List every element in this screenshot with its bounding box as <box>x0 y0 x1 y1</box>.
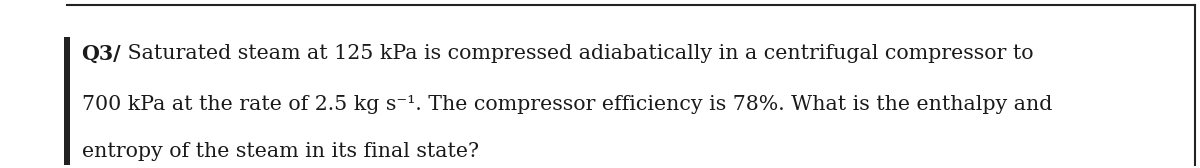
Text: Q3/: Q3/ <box>82 44 121 64</box>
Text: Saturated steam at 125 kPa is compressed adiabatically in a centrifugal compress: Saturated steam at 125 kPa is compressed… <box>121 44 1033 63</box>
Text: entropy of the steam in its final state?: entropy of the steam in its final state? <box>82 142 479 161</box>
Bar <box>65 37 70 134</box>
Bar <box>65 134 70 165</box>
Text: 700 kPa at the rate of 2.5 kg s⁻¹. The compressor efficiency is 78%. What is the: 700 kPa at the rate of 2.5 kg s⁻¹. The c… <box>82 95 1052 114</box>
